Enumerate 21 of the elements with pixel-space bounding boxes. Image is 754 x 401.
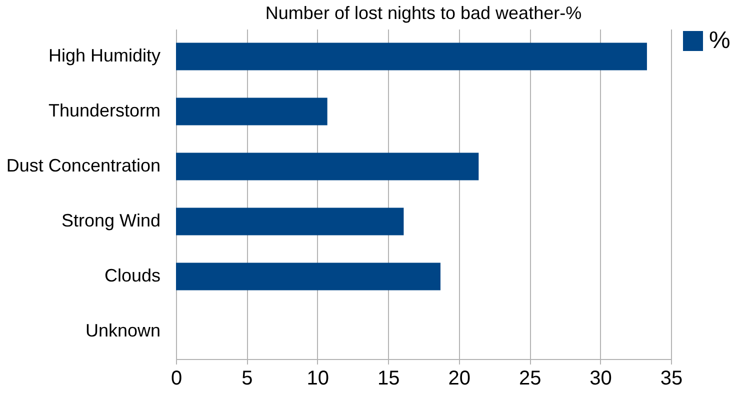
- y-tick-label: Thunderstorm: [48, 100, 160, 120]
- y-tick-label: Strong Wind: [61, 210, 160, 230]
- x-tick-label: 15: [378, 368, 400, 390]
- x-tick-label: 25: [518, 368, 542, 390]
- bar: [176, 262, 440, 290]
- x-tick-label: 30: [590, 368, 612, 390]
- y-tick-label: Clouds: [104, 266, 160, 286]
- x-tick-label: 20: [448, 368, 470, 390]
- y-tick-label: Unknown: [85, 320, 160, 340]
- x-tick-label: 10: [306, 368, 330, 390]
- bar: [176, 98, 328, 126]
- y-tick-label: Dust Concentration: [6, 156, 160, 176]
- x-tick-label: 0: [170, 368, 182, 390]
- legend-label: %: [709, 27, 730, 54]
- x-tick-label: 5: [242, 368, 253, 390]
- bar: [176, 152, 479, 180]
- x-tick-label: 35: [660, 368, 683, 390]
- y-tick-label: High Humidity: [48, 46, 160, 66]
- chart-title: Number of lost nights to bad weather-%: [265, 3, 582, 23]
- bar: [176, 42, 647, 70]
- bar: [176, 208, 404, 236]
